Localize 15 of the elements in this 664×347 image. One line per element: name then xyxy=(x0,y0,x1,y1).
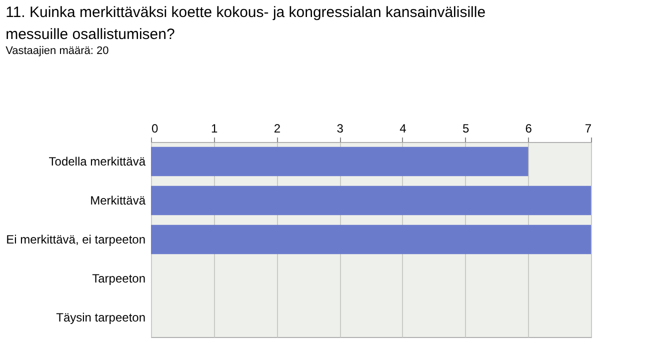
chart-title: 11. Kuinka merkittäväksi koette kokous- ja kongressialan kansainvälisille messuille osallistumisen? xyxy=(6,4,486,43)
x-tick-label: 3 xyxy=(336,122,344,136)
x-tick-label: 6 xyxy=(525,122,532,136)
y-tick-label: Todella merkittävä xyxy=(48,154,146,168)
text: Vastaajien määrä: 20 xyxy=(6,45,109,57)
x-tick-label: 0 xyxy=(152,122,158,136)
y-tick-label: Ei merkittävä, ei tarpeeton xyxy=(6,232,146,246)
y-tick-label: Merkittävä xyxy=(90,194,146,208)
y-tick-label: Täysin tarpeeton xyxy=(56,310,146,324)
x-tick-label: 1 xyxy=(211,122,218,136)
y-tick-label: Tarpeeton xyxy=(92,272,146,286)
x-tick-label: 5 xyxy=(462,122,470,136)
x-tick-label: 2 xyxy=(274,122,281,136)
x-tick-label: 7 xyxy=(584,122,592,136)
x-tick-label: 4 xyxy=(400,122,407,136)
